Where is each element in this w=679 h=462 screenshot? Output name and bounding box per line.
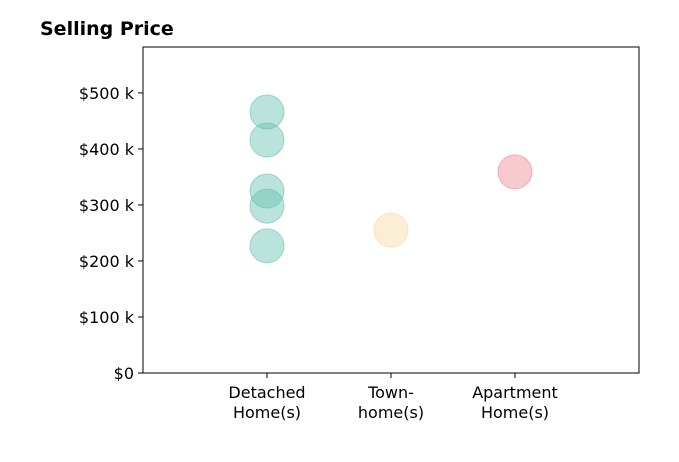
x-tick-label: Apartment Home(s) bbox=[472, 383, 558, 422]
x-tick-label: Town-home(s) bbox=[358, 383, 424, 422]
point bbox=[249, 173, 285, 209]
y-tick-label: $500 k bbox=[79, 84, 135, 103]
y-tick-label: $0 bbox=[114, 364, 134, 383]
point bbox=[373, 212, 409, 248]
point bbox=[249, 94, 285, 130]
chart-title: Selling Price bbox=[40, 18, 174, 40]
point bbox=[497, 154, 533, 190]
y-tick-label: $100 k bbox=[79, 308, 135, 327]
y-tick-label: $200 k bbox=[79, 252, 135, 271]
y-tick-label: $400 k bbox=[79, 140, 135, 159]
plot-frame bbox=[142, 46, 640, 374]
x-tick-label-line: Home(s) bbox=[481, 403, 549, 422]
x-tick-label-line: Detached bbox=[228, 383, 305, 402]
point bbox=[249, 122, 285, 158]
x-tick-label: Detached Home(s) bbox=[228, 383, 305, 422]
x-tick-label-line: home(s) bbox=[358, 403, 424, 422]
x-tick-label-line: Town- bbox=[367, 383, 414, 402]
y-tick-label: $300 k bbox=[79, 196, 135, 215]
point bbox=[249, 228, 285, 264]
x-tick-label-line: Apartment bbox=[472, 383, 558, 402]
point bbox=[249, 188, 285, 224]
x-tick-label-line: Home(s) bbox=[233, 403, 301, 422]
